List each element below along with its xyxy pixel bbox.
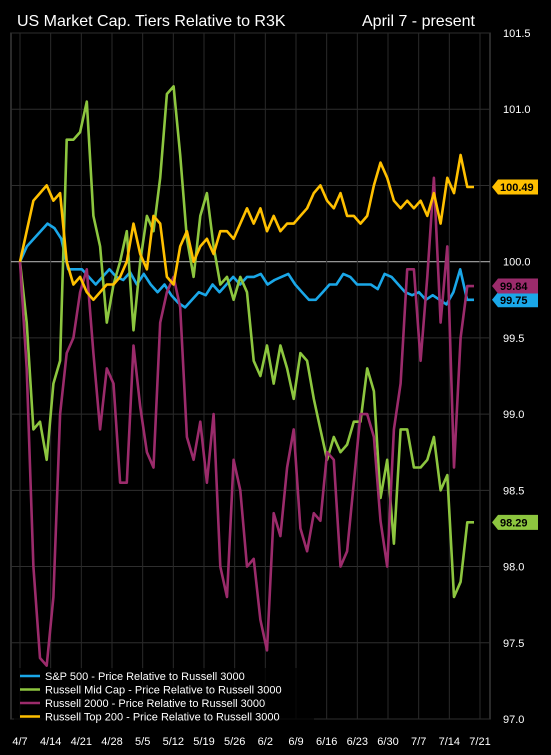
x-tick-label: 6/9 xyxy=(288,736,303,748)
x-tick-label: 4/21 xyxy=(71,736,92,748)
end-label-tag xyxy=(492,179,538,195)
x-tick-label: 6/2 xyxy=(258,736,273,748)
y-axis: 97.097.598.098.599.099.5100.0100.5101.01… xyxy=(503,28,531,726)
x-tick-label: 4/7 xyxy=(12,736,27,748)
y-tick-label: 97.5 xyxy=(503,638,524,650)
x-tick-label: 7/7 xyxy=(411,736,426,748)
legend: S&P 500 - Price Relative to Russell 3000… xyxy=(14,668,314,726)
x-tick-label: 5/5 xyxy=(135,736,150,748)
y-tick-label: 98.0 xyxy=(503,562,524,574)
end-label-text: 99.84 xyxy=(500,281,528,293)
x-tick-label: 6/30 xyxy=(377,736,398,748)
x-tick-label: 4/14 xyxy=(40,736,61,748)
series-line-2 xyxy=(18,176,474,667)
grid xyxy=(11,32,490,720)
end-labels: 99.75 98.29 99.84 100.49 xyxy=(492,179,538,530)
end-label-text: 98.29 xyxy=(500,517,528,529)
x-tick-label: 7/14 xyxy=(439,736,460,748)
x-axis: 4/7 4/14 4/21 4/28 5/5 5/12 5/19 5/26 6/2 6/9 6/16… xyxy=(12,736,490,748)
y-tick-label: 97.0 xyxy=(503,714,524,726)
end-label-tag xyxy=(492,514,538,530)
end-label-tag xyxy=(492,292,538,308)
legend-box xyxy=(14,668,314,726)
x-tick-label: 5/19 xyxy=(193,736,214,748)
chart-subtitle: April 7 - present xyxy=(362,13,475,30)
y-tick-label: 101.0 xyxy=(503,104,531,116)
y-tick-label: 99.0 xyxy=(503,409,524,421)
x-tick-label: 7/21 xyxy=(469,736,490,748)
chart-title: US Market Cap. Tiers Relative to R3K xyxy=(17,13,286,30)
y-tick-label: 99.5 xyxy=(503,333,524,345)
end-label-3: 100.49 xyxy=(492,179,538,195)
x-tick-label: 5/26 xyxy=(224,736,245,748)
legend-entry-3: Russell Top 200 - Price Relative to Russ… xyxy=(45,712,280,724)
end-label-0: 99.75 xyxy=(492,292,538,308)
x-tick-label: 4/28 xyxy=(101,736,122,748)
series-line-3 xyxy=(18,153,474,302)
series-line-1 xyxy=(18,85,474,599)
end-label-1: 98.29 xyxy=(492,514,538,530)
y-tick-label: 98.5 xyxy=(503,485,524,497)
end-label-text: 100.49 xyxy=(500,182,534,194)
y-tick-label: 101.5 xyxy=(503,28,531,40)
series-lines xyxy=(18,85,474,667)
legend-entry-2: Russell 2000 - Price Relative to Russell… xyxy=(45,698,265,710)
series-line-0 xyxy=(18,222,474,309)
y-tick-label: 100.0 xyxy=(503,257,531,269)
end-label-tag xyxy=(492,278,538,294)
x-tick-label: 6/23 xyxy=(347,736,368,748)
end-label-text: 99.75 xyxy=(500,295,528,307)
x-tick-label: 6/16 xyxy=(316,736,337,748)
x-tick-label: 5/12 xyxy=(163,736,184,748)
legend-entry-0: S&P 500 - Price Relative to Russell 3000 xyxy=(45,671,245,683)
legend-entry-1: Russell Mid Cap - Price Relative to Russ… xyxy=(45,685,282,697)
end-label-2: 99.84 xyxy=(492,278,538,294)
